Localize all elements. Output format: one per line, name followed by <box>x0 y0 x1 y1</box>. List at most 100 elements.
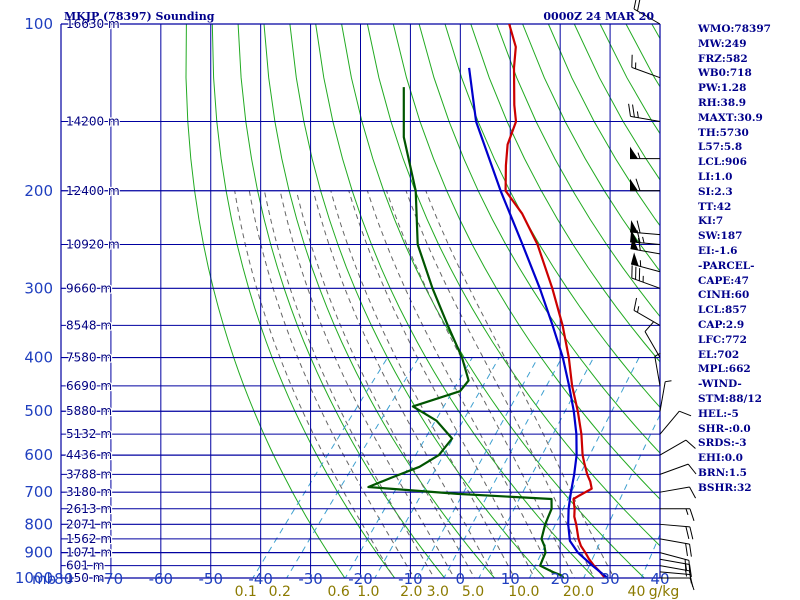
wind-barb <box>630 178 660 192</box>
wind-barb-full <box>685 543 688 556</box>
index-value: STM:88/12 <box>698 392 762 405</box>
temperature-tick-label: -70 <box>99 570 124 588</box>
mixing-ratio-label: 1.0 <box>357 584 379 600</box>
height-label: 12400 m <box>66 184 120 198</box>
temperature-tick-label: -40 <box>248 570 273 588</box>
index-value: PW:1.28 <box>698 82 747 95</box>
height-label-halo: 12400 m <box>66 184 120 198</box>
height-label-halo: 10920 m <box>66 237 120 251</box>
temperature-tick-label: -20 <box>348 570 373 588</box>
pressure-tick-label: 400 <box>24 349 53 367</box>
wind-barb-half <box>685 508 689 515</box>
wind-barb-full <box>685 439 696 449</box>
wind-barb <box>628 103 661 123</box>
wind-barb-shaft <box>659 558 690 565</box>
index-value: SRDS:-3 <box>698 437 747 450</box>
temperature-tick-label: -10 <box>398 570 423 588</box>
wind-barb-shaft <box>659 571 690 576</box>
temperature-tick-label: -60 <box>149 570 174 588</box>
height-label: 5132 m <box>66 427 112 441</box>
dry-adiabat-line <box>315 24 596 578</box>
wind-barb <box>660 508 695 521</box>
wind-barb-full <box>689 564 692 578</box>
index-value: LCL:857 <box>698 304 747 317</box>
wind-barb-half <box>637 152 641 159</box>
wind-barb-full <box>636 220 641 234</box>
index-value: HEL:-5 <box>698 407 739 420</box>
height-label-halo: 2613 m <box>66 502 112 516</box>
wind-barb-shaft <box>659 565 690 572</box>
dry-adiabat-line <box>185 24 346 578</box>
height-label: 1071 m <box>66 546 112 560</box>
wind-barb-full <box>635 178 641 191</box>
station-title: MKJP (78397) Sounding <box>64 10 215 23</box>
wind-barb-half <box>636 111 639 118</box>
sounding-profiles <box>367 24 609 578</box>
wind-barb-full <box>685 526 690 539</box>
wind-barb-shaft <box>633 8 661 25</box>
moist-adiabat-line <box>295 190 476 578</box>
height-label-halo: 16630 m <box>66 17 120 31</box>
dry-adiabat-line <box>496 24 660 318</box>
moist-adiabat-line <box>312 190 496 578</box>
moist-adiabats <box>234 190 615 578</box>
index-value: KI:7 <box>698 215 724 228</box>
wind-barb <box>659 486 697 499</box>
index-value: FRZ:582 <box>698 52 748 65</box>
wind-barb <box>659 538 692 557</box>
height-label: 2071 m <box>66 517 112 531</box>
mixing-ratio-line <box>583 413 660 578</box>
wind-barbs <box>628 0 697 591</box>
dry-adiabat-line <box>470 24 660 363</box>
wind-barb-full <box>679 410 692 417</box>
pressure-tick-label: 700 <box>24 483 53 501</box>
dry-adiabat-line <box>263 24 496 578</box>
index-value: -PARCEL- <box>698 259 755 272</box>
wind-barb <box>659 380 672 412</box>
wind-barb-full <box>689 544 692 557</box>
dry-adiabat-line <box>444 24 660 409</box>
wind-barb-flag <box>631 252 639 266</box>
mixing-ratio-label: 2.0 <box>400 584 422 600</box>
index-value: BSHR:32 <box>698 481 752 494</box>
wind-barb-shaft <box>654 356 661 386</box>
height-label-halo: 7580 m <box>66 351 112 365</box>
wind-barb-shaft <box>659 410 680 435</box>
height-label-halo: 1562 m <box>66 532 112 546</box>
mixing-ratio-label: 5.0 <box>462 584 484 600</box>
wind-barb-full <box>687 463 697 475</box>
index-value: EHI:0.0 <box>698 452 743 465</box>
wind-barb-full <box>684 559 687 573</box>
wind-barb-shaft <box>659 552 690 561</box>
pressure-tick-label: 800 <box>24 515 53 533</box>
wind-barb-shaft <box>633 309 661 326</box>
wind-barb-shaft <box>659 523 690 528</box>
height-label: 3788 m <box>66 467 112 481</box>
index-value: SHR-:0.0 <box>698 422 751 435</box>
dry-adiabat-line <box>522 24 660 272</box>
moist-adiabat-line <box>405 190 595 578</box>
height-label: 9660 m <box>66 281 112 295</box>
mixing-ratio-line <box>416 357 539 578</box>
temperature-tick-label: 20 <box>551 570 570 588</box>
wind-barb <box>630 236 661 255</box>
height-label-halo: 601 m <box>66 559 104 573</box>
moist-adiabat-line <box>425 190 615 578</box>
wind-barb <box>659 439 696 456</box>
wind-barb <box>659 410 692 435</box>
pressure-axis-label: mb <box>32 570 56 588</box>
index-value: EL:702 <box>698 348 740 361</box>
moist-adiabat-line <box>263 190 435 578</box>
wind-barb-full <box>632 104 635 118</box>
wind-barb <box>633 0 661 25</box>
wind-barb-full <box>633 297 638 311</box>
wind-barb-full <box>689 508 695 521</box>
wind-barb-shaft <box>630 115 661 123</box>
wind-barb-shaft <box>631 66 661 79</box>
mixing-ratio-line <box>344 357 473 578</box>
height-label-halo: 1071 m <box>66 546 112 560</box>
height-label: 601 m <box>66 559 104 573</box>
pressure-tick-label: 100 <box>24 15 53 33</box>
dry-adiabat-line <box>366 24 660 547</box>
pressure-tick-label: 200 <box>24 182 53 200</box>
